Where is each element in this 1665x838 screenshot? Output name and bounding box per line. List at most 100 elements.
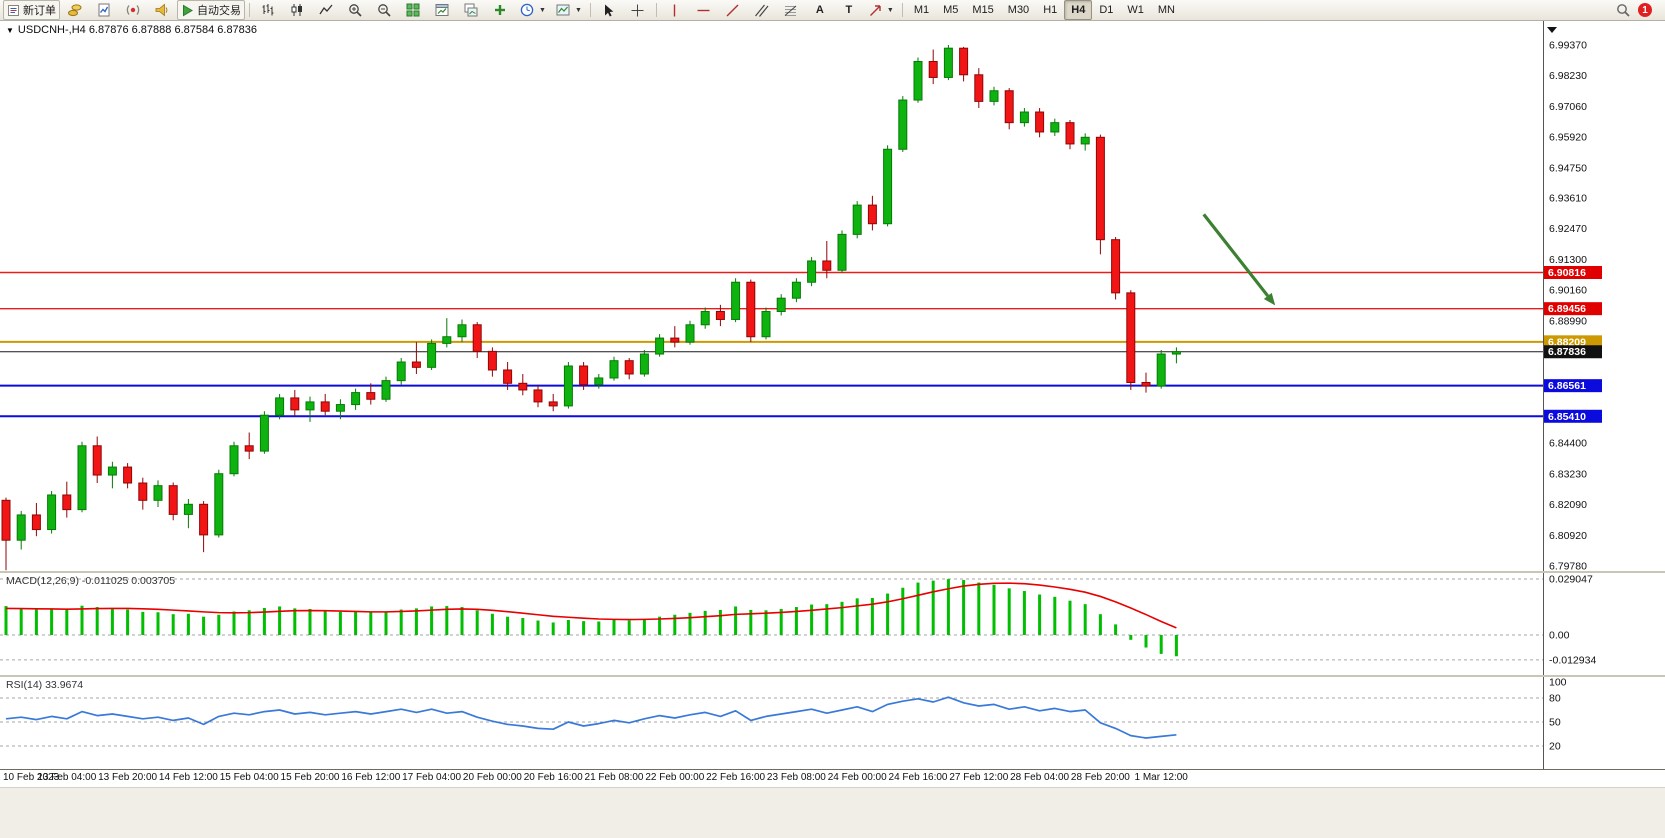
time-axis-label: 24 Feb 16:00	[888, 772, 948, 783]
price-axis-label: 6.91300	[1549, 254, 1587, 266]
timeframe-m15[interactable]: M15	[972, 4, 994, 16]
indicators-button[interactable]	[486, 0, 514, 20]
chart-window-icon	[435, 4, 449, 16]
price-axis-label: 6.84400	[1549, 438, 1587, 450]
price-axis-label: 6.79780	[1549, 561, 1587, 572]
news-button[interactable]	[148, 0, 176, 20]
fibonacci-icon	[785, 5, 797, 16]
zoom-in-button[interactable]	[341, 0, 369, 20]
price-tag	[1544, 409, 1602, 423]
price-axis-label: 6.80920	[1549, 530, 1587, 542]
price-tag-value: 6.86561	[1548, 380, 1586, 392]
arrows-tool-button[interactable]: ▼	[864, 0, 898, 20]
time-axis-label: 14 Feb 12:00	[158, 772, 218, 783]
period-button[interactable]: ▼	[515, 0, 550, 20]
arrow-annotation[interactable]	[1202, 213, 1270, 297]
fibonacci-button[interactable]	[777, 0, 805, 20]
autotrading-button[interactable]: 自动交易	[177, 0, 245, 20]
price-tag	[1544, 345, 1602, 359]
zoom-out-button[interactable]	[370, 0, 398, 20]
price-axis-label: 6.99370	[1549, 40, 1587, 52]
time-axis[interactable]: 10 Feb 2023 13 Feb 04:00 13 Feb 20:00 14 Fe…	[0, 769, 1665, 787]
coins-icon	[68, 4, 82, 17]
timeframe-w1[interactable]: W1	[1127, 4, 1144, 16]
separator	[589, 3, 591, 17]
time-axis-label: 16 Feb 12:00	[341, 772, 401, 783]
tile-windows-button[interactable]	[399, 0, 427, 20]
line-chart-button[interactable]	[312, 0, 340, 20]
chart-window-button[interactable]	[428, 0, 456, 20]
time-axis-label: 28 Feb 04:00	[1010, 772, 1070, 783]
bar-chart-button[interactable]	[254, 0, 282, 20]
macd-chart[interactable]: 0.029047 0.00 -0.012934	[0, 573, 1665, 675]
template-button[interactable]: ▼	[551, 0, 586, 20]
rsi-axis-label: 50	[1549, 717, 1561, 729]
crosshair-button[interactable]	[624, 0, 652, 20]
price-tag-value: 6.89456	[1548, 303, 1586, 315]
arrow-annotation-head[interactable]	[1263, 292, 1276, 306]
horizontal-line-button[interactable]	[690, 0, 718, 20]
window-background	[0, 787, 1665, 838]
timeframe-m1[interactable]: M1	[913, 4, 930, 16]
candlestick-chart-button[interactable]	[283, 0, 311, 20]
cursor-button[interactable]	[595, 0, 623, 20]
trendline-icon	[726, 4, 739, 16]
separator	[249, 3, 250, 17]
rsi-axis-label: 100	[1549, 677, 1567, 689]
macd-signal-line	[5, 582, 1177, 629]
play-icon	[183, 4, 193, 16]
toolbar-right: 1	[1615, 2, 1662, 18]
timeframe-h4[interactable]: H4	[1064, 0, 1093, 20]
coins-button[interactable]	[61, 0, 89, 20]
text-tool-button[interactable]: A	[806, 0, 834, 20]
timeframe-m5[interactable]: M5	[943, 4, 959, 16]
channel-button[interactable]	[748, 0, 776, 20]
timeframe-h1[interactable]: H1	[1043, 4, 1058, 16]
time-axis-label: 20 Feb 16:00	[523, 772, 583, 783]
macd-histogram	[4, 579, 1178, 657]
caret-down-icon: ▼	[539, 6, 546, 14]
signals-button[interactable]	[119, 0, 147, 20]
price-tag	[1544, 379, 1602, 393]
price-axis-label: 6.82090	[1549, 499, 1587, 511]
price-axis-label: 6.95920	[1549, 131, 1587, 143]
rsi-chart[interactable]: 100 80 50 20	[0, 677, 1665, 769]
line-chart-icon	[319, 4, 333, 15]
price-axis-label: 6.90160	[1549, 284, 1587, 296]
rsi-axis-label: 80	[1549, 693, 1561, 705]
horn-icon	[155, 3, 168, 17]
price-tag-value: 6.85410	[1548, 411, 1586, 423]
cursor-icon	[605, 4, 614, 16]
candlesticks	[1, 45, 1181, 571]
time-axis-label: 1 Mar 12:00	[1134, 772, 1188, 783]
search-icon[interactable]	[1615, 2, 1631, 18]
macd-axis-label: -0.012934	[1549, 654, 1596, 666]
vertical-line-button[interactable]	[661, 0, 689, 20]
report-button[interactable]	[90, 0, 118, 20]
price-axis-label: 6.88990	[1549, 316, 1587, 328]
price-axis-label: 6.98230	[1549, 70, 1587, 82]
price-axis-label: 6.94750	[1549, 162, 1587, 174]
timeframe-mn[interactable]: MN	[1157, 4, 1175, 16]
price-tag-value: 6.87836	[1548, 346, 1586, 358]
bar-chart-icon	[262, 4, 274, 16]
toolbar: 新订单 自动交易	[0, 0, 1665, 21]
label-tool-button[interactable]: T	[835, 0, 863, 20]
caret-down-icon: ▼	[574, 6, 582, 14]
new-order-icon	[8, 4, 19, 16]
price-axis-label: 6.97060	[1549, 101, 1587, 113]
time-axis-label: 20 Feb 00:00	[462, 772, 522, 783]
timeframe-m30[interactable]: M30	[1007, 4, 1030, 16]
main-chart[interactable]: 6.99370 6.98230 6.97060 6.95920 6.94750 6.936…	[0, 21, 1665, 571]
price-tag	[1544, 335, 1602, 349]
cascade-windows-button[interactable]	[457, 0, 485, 20]
trendline-button[interactable]	[719, 0, 747, 20]
timeframe-d1[interactable]: D1	[1099, 4, 1114, 16]
new-order-button[interactable]: 新订单	[3, 0, 60, 20]
horizontal-line-icon	[697, 9, 710, 11]
rsi-line	[5, 696, 1177, 739]
notification-badge[interactable]: 1	[1638, 3, 1652, 17]
price-axis-label: 6.93610	[1549, 193, 1587, 205]
scale-menu-icon[interactable]	[1547, 27, 1557, 33]
